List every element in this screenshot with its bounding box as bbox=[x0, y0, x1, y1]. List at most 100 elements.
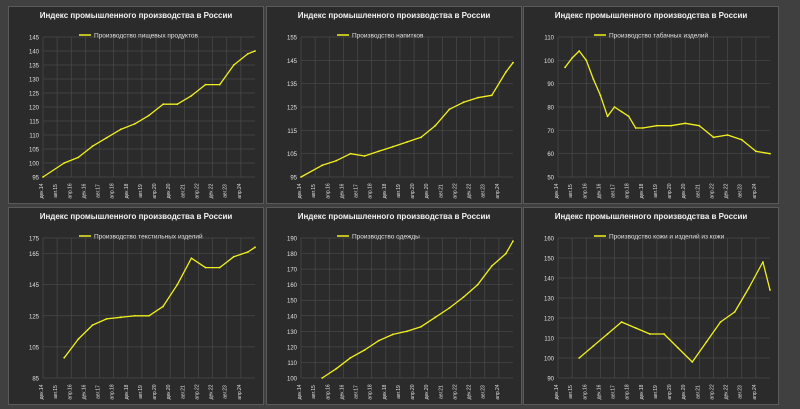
y-tick-label: 165 bbox=[29, 252, 40, 258]
data-point bbox=[476, 96, 479, 99]
x-tick-label: дек.22 bbox=[209, 384, 215, 399]
x-tick-label: апр.22 bbox=[194, 384, 200, 399]
data-point bbox=[490, 265, 493, 267]
y-tick-label: 90 bbox=[547, 377, 554, 383]
legend: Производство кожи и изделий из кожи bbox=[594, 232, 725, 240]
y-tick-label: 155 bbox=[287, 36, 298, 42]
x-tick-label: дек.18 bbox=[639, 384, 645, 399]
series-line bbox=[63, 246, 256, 359]
chart-svg-beverages: 95 105 115 125 135 145 155 дек.14 авг.15 апр.16 де… bbox=[287, 32, 514, 199]
x-tick-label: авг.23 bbox=[481, 184, 487, 198]
y-tick-label: 105 bbox=[29, 345, 40, 351]
data-point bbox=[663, 333, 665, 335]
data-point bbox=[247, 52, 249, 55]
y-tick-label: 140 bbox=[287, 314, 298, 320]
x-tick-label: авг.23 bbox=[738, 184, 744, 198]
x-tick-label: дек.14 bbox=[554, 384, 560, 399]
y-tick-label: 170 bbox=[287, 268, 298, 274]
data-point bbox=[77, 338, 80, 341]
legend-label: Производство напитков bbox=[352, 32, 424, 39]
y-tick-label: 110 bbox=[287, 361, 297, 367]
x-tick-label: апр.18 bbox=[368, 183, 374, 198]
y-tick-label: 120 bbox=[287, 345, 298, 351]
data-point bbox=[176, 283, 179, 286]
y-tick-label: 115 bbox=[29, 120, 39, 126]
y-tick-label: 140 bbox=[544, 277, 555, 283]
x-tick-label: дек.22 bbox=[724, 183, 730, 198]
data-point bbox=[747, 287, 750, 289]
y-tick-label: 50 bbox=[547, 176, 554, 182]
legend-label: Производство пищевых продуктов bbox=[94, 32, 198, 39]
chart-svg-clothing: 100 110 120 130 140 150 160 170 180 190 дек.14 авг.… bbox=[287, 233, 514, 400]
y-tick-label: 140 bbox=[29, 50, 40, 56]
y-tick-label: 90 bbox=[547, 82, 554, 88]
y-tick-label: 125 bbox=[287, 106, 298, 112]
y-tick-label: 135 bbox=[29, 64, 40, 70]
data-point bbox=[406, 141, 408, 143]
y-tick-label: 110 bbox=[29, 134, 39, 140]
x-tick-label: авг.19 bbox=[653, 385, 659, 399]
legend: Производство одежды bbox=[337, 233, 420, 240]
data-point bbox=[406, 330, 408, 333]
chart-svg-leather: 90 100 110 120 130 140 150 160 дек.14 авг.15 апр.1… bbox=[544, 232, 771, 400]
data-point bbox=[162, 103, 165, 106]
data-point bbox=[684, 122, 687, 125]
x-tick-label: авг.23 bbox=[223, 184, 229, 198]
data-point bbox=[606, 115, 609, 118]
y-tick-label: 125 bbox=[29, 314, 40, 320]
data-point bbox=[300, 176, 302, 178]
x-tick-label: апр.24 bbox=[752, 183, 758, 198]
x-tick-label: апр.22 bbox=[709, 384, 715, 399]
x-tick-label: дек.14 bbox=[297, 183, 303, 198]
y-tick-label: 110 bbox=[544, 337, 554, 343]
legend: Производство табачных изделий bbox=[594, 31, 709, 39]
data-point bbox=[349, 152, 352, 155]
y-tick-label: 105 bbox=[287, 152, 298, 158]
y-tick-label: 100 bbox=[29, 162, 40, 168]
y-tick-label: 150 bbox=[287, 299, 298, 305]
x-tick-label: дек.18 bbox=[382, 384, 388, 399]
x-tick-label: дек.22 bbox=[467, 183, 473, 198]
x-tick-label: апр.20 bbox=[667, 183, 673, 198]
data-point bbox=[512, 61, 514, 64]
x-tick-label: дек.20 bbox=[166, 384, 172, 399]
x-tick-label: дек.14 bbox=[554, 183, 560, 198]
x-tick-label: апр.22 bbox=[452, 183, 458, 198]
data-point bbox=[512, 240, 514, 243]
x-tick-label: апр.22 bbox=[452, 384, 458, 399]
x-tick-label: авг.19 bbox=[138, 184, 144, 198]
x-tick-label: авг.15 bbox=[568, 184, 574, 198]
data-point bbox=[670, 124, 672, 127]
series-line bbox=[578, 261, 771, 363]
data-point bbox=[63, 356, 66, 359]
x-tick-label: дек.16 bbox=[81, 384, 87, 399]
x-tick-label: апр.16 bbox=[67, 384, 73, 399]
data-point bbox=[232, 64, 235, 66]
y-tick-label: 85 bbox=[32, 377, 39, 383]
x-tick-label: апр.18 bbox=[625, 183, 631, 198]
data-point bbox=[105, 136, 108, 139]
y-tick-label: 60 bbox=[547, 152, 554, 158]
x-tick-label: апр.24 bbox=[237, 384, 243, 399]
data-point bbox=[634, 327, 637, 329]
data-point bbox=[349, 356, 352, 359]
x-tick-label: авг.17 bbox=[96, 385, 102, 399]
data-point bbox=[190, 94, 193, 97]
chart-panel-textiles: Индекс промышленного производства в Росс… bbox=[8, 207, 264, 405]
data-point bbox=[247, 251, 249, 253]
x-tick-label: дек.16 bbox=[596, 384, 602, 399]
data-point bbox=[705, 341, 708, 343]
y-tick-label: 160 bbox=[287, 283, 298, 289]
x-tick-label: апр.20 bbox=[410, 384, 416, 399]
series-line bbox=[300, 62, 514, 178]
y-tick-label: 130 bbox=[287, 330, 298, 336]
data-point bbox=[641, 127, 644, 129]
x-tick-label: авг.21 bbox=[438, 184, 444, 198]
x-tick-label: авг.23 bbox=[223, 385, 229, 399]
y-tick-label: 100 bbox=[544, 59, 555, 65]
data-point bbox=[740, 138, 743, 141]
x-tick-label: авг.23 bbox=[481, 385, 487, 399]
legend: Производство напитков bbox=[337, 32, 424, 39]
data-point bbox=[434, 316, 437, 319]
